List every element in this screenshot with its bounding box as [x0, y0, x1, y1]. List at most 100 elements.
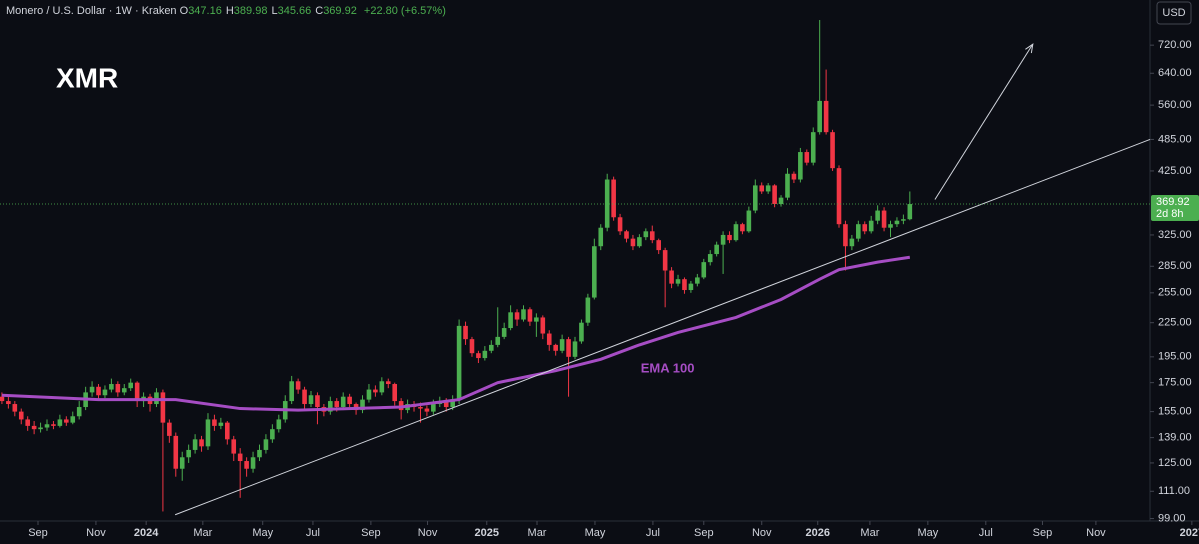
plot-area: EMA 100: [0, 20, 1151, 516]
candle-body: [89, 386, 95, 393]
candle-body: [881, 210, 887, 228]
candle-body: [340, 396, 346, 408]
candle-body: [392, 384, 398, 402]
candle-body: [888, 224, 893, 228]
x-tick-label: 2025: [475, 527, 499, 539]
candle-body: [662, 250, 668, 271]
ohlc-value: 347.16: [188, 5, 222, 17]
candle-body: [373, 389, 378, 393]
y-tick-label: 485.00: [1158, 133, 1192, 145]
candle-body: [385, 381, 391, 385]
x-tick-label: Sep: [694, 527, 714, 539]
ohlc-value: 345.66: [277, 5, 312, 17]
candle-body: [469, 339, 475, 354]
candle-body: [804, 152, 810, 163]
candle-body: [810, 132, 816, 163]
y-tick-label: 125.00: [1158, 457, 1192, 469]
candle-body: [508, 312, 513, 329]
candle-body: [598, 227, 604, 247]
y-tick-label: 560.00: [1158, 99, 1192, 111]
candle-body: [424, 408, 430, 412]
y-tick-label: 255.00: [1158, 287, 1192, 299]
candle-body: [585, 297, 591, 323]
candle-body: [862, 224, 868, 232]
y-tick-label: 195.00: [1158, 351, 1192, 363]
y-tick-label: 425.00: [1158, 165, 1192, 177]
ema-line: [1, 255, 911, 412]
candle-body: [192, 439, 198, 450]
candle-body: [463, 325, 468, 340]
x-tick-label: Nov: [752, 527, 772, 539]
candle-body: [856, 224, 861, 239]
candle-body: [418, 407, 423, 409]
currency-button[interactable]: [1156, 1, 1192, 25]
chart-title: XMR: [56, 62, 118, 93]
candle-body: [830, 132, 835, 169]
candle-body: [244, 461, 249, 469]
y-tick-label: 139.00: [1158, 432, 1192, 444]
candle-body: [843, 224, 848, 247]
symbol: Monero / U.S. Dollar · 1W · Kraken: [6, 5, 177, 17]
x-tick-label: Sep: [361, 527, 381, 539]
candle-body: [199, 439, 204, 447]
y-tick-label: 225.00: [1158, 317, 1192, 329]
candle-body: [772, 185, 777, 205]
candle-body: [617, 217, 623, 232]
candle-body: [31, 425, 37, 430]
candle-body: [488, 344, 494, 351]
candle-body: [733, 224, 739, 241]
candle-body: [752, 185, 758, 211]
candle-body: [334, 401, 340, 408]
candle-body: [212, 419, 217, 426]
candle-body: [263, 439, 269, 450]
x-tick-label: Jul: [646, 527, 660, 539]
candle-body: [682, 279, 687, 291]
candle-body: [121, 388, 127, 393]
candle-body: [109, 384, 114, 390]
candle-body: [643, 231, 649, 238]
candle-body: [765, 185, 771, 192]
candle-body: [656, 240, 662, 251]
candle-body: [360, 399, 365, 411]
candle-body: [901, 219, 906, 221]
candle-body: [701, 262, 707, 278]
x-tick-label: May: [917, 527, 938, 539]
candle-body: [514, 312, 520, 320]
x-tick-label: 2024: [134, 527, 159, 539]
candle-body: [798, 152, 803, 180]
candle-body: [237, 453, 243, 462]
candle-body: [501, 328, 507, 337]
x-tick-label: 2027: [1180, 527, 1199, 539]
candle-body: [12, 404, 18, 412]
candle-body: [579, 322, 584, 342]
candle-body: [443, 401, 449, 408]
candle-body: [527, 309, 533, 322]
candle-body: [76, 407, 82, 417]
change: +22.80 (+6.57%): [363, 5, 446, 17]
candle-body: [495, 336, 501, 345]
candle-body: [727, 234, 732, 241]
y-tick-label: 325.00: [1158, 229, 1192, 241]
x-tick-label: May: [252, 527, 273, 539]
arrow-line: [934, 43, 1034, 200]
y-tick-label: 111.00: [1158, 485, 1190, 497]
y-tick-label: 720.00: [1158, 39, 1192, 51]
x-tick-label: Mar: [193, 527, 212, 539]
candle-body: [546, 333, 552, 345]
candle-body: [70, 416, 76, 423]
candle-body: [695, 277, 700, 284]
candle-body: [173, 435, 179, 469]
y-tick-label: 155.00: [1158, 406, 1192, 418]
candle-body: [64, 419, 69, 423]
candle-body: [328, 401, 333, 412]
ohlc-key: O: [179, 5, 189, 17]
candle-body: [250, 457, 256, 469]
x-tick-label: Jul: [979, 527, 993, 539]
candle-body: [630, 238, 636, 247]
candle-body: [740, 224, 745, 232]
candle-body: [592, 246, 597, 298]
candle-body: [38, 427, 43, 430]
candle-body: [476, 353, 481, 359]
